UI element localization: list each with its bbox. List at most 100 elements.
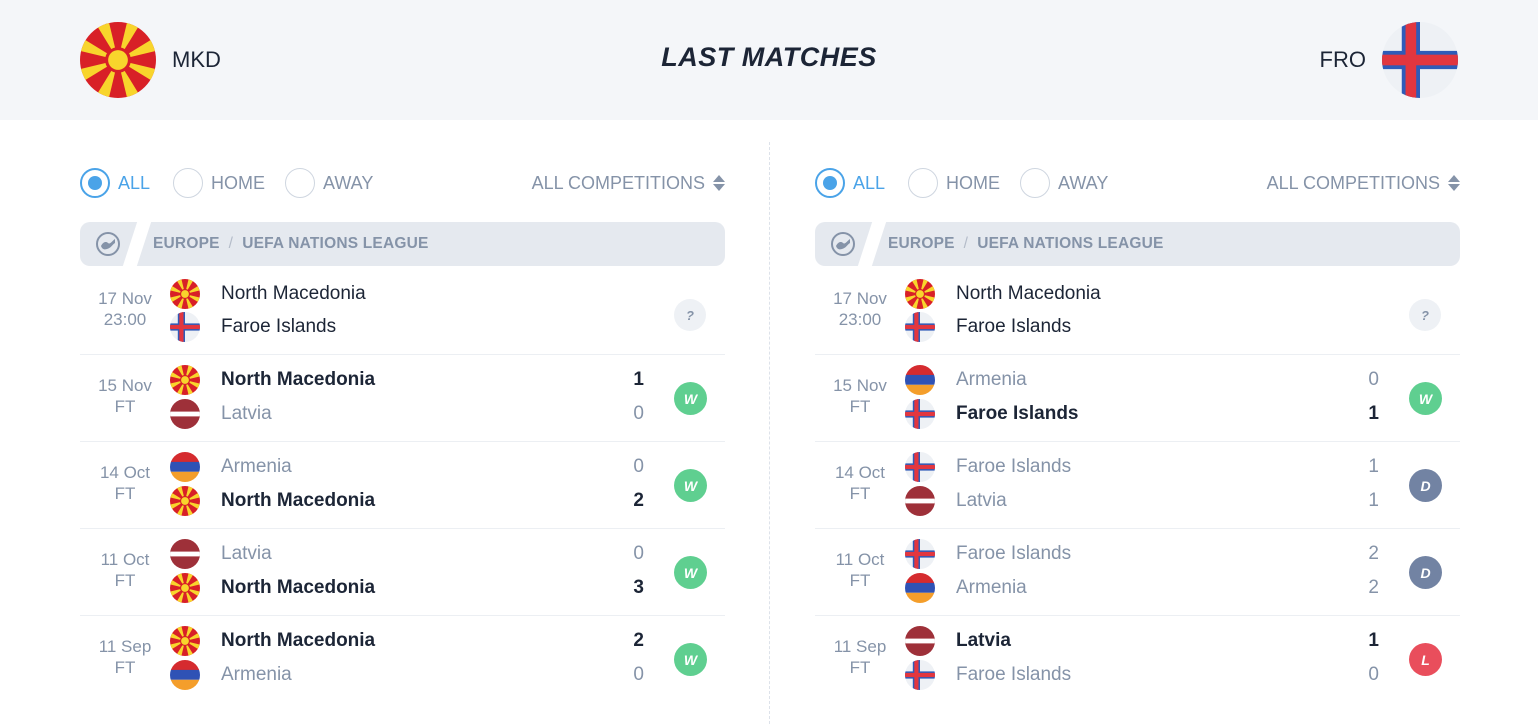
match-row[interactable]: 11 Oct FT Faroe Islands Armenia 2 2 D bbox=[815, 529, 1460, 616]
team-name: Armenia bbox=[956, 577, 1027, 598]
filter-home-radio[interactable]: HOME bbox=[908, 167, 1000, 199]
competition-select[interactable]: ALL COMPETITIONS bbox=[532, 167, 725, 199]
faroe-islands-flag-icon bbox=[905, 452, 935, 482]
home-score: 0 bbox=[633, 456, 644, 477]
match-preview-badge[interactable]: ? bbox=[674, 299, 706, 331]
team-name: Faroe Islands bbox=[956, 316, 1072, 337]
faroe-islands-flag-icon bbox=[170, 312, 200, 342]
match-row[interactable]: 11 Sep FT North Macedonia Armenia 2 0 W bbox=[80, 616, 725, 703]
page-title: LAST MATCHES bbox=[661, 42, 877, 72]
league-region[interactable]: EUROPE bbox=[888, 235, 955, 252]
filter-away-radio[interactable]: AWAY bbox=[285, 167, 373, 199]
home-side: Armenia bbox=[170, 451, 292, 483]
filters: ALL HOME AWAY ALL COMPETITIONS bbox=[80, 167, 725, 199]
filter-away-label: AWAY bbox=[1058, 172, 1109, 193]
team-name: North Macedonia bbox=[221, 490, 376, 511]
team-name: Faroe Islands bbox=[956, 403, 1079, 424]
home-side: Latvia bbox=[905, 625, 1011, 657]
team-name: Armenia bbox=[221, 456, 292, 477]
league-breadcrumb: EUROPE / UEFA NATIONS LEAGUE bbox=[888, 235, 1164, 253]
match-row[interactable]: 17 Nov 23:00 North Macedonia Faroe Islan… bbox=[815, 276, 1460, 355]
match-date: 14 Oct FT bbox=[815, 462, 905, 504]
team-name: Faroe Islands bbox=[956, 543, 1072, 564]
result-badge: L bbox=[1409, 643, 1442, 676]
match-date: 11 Oct FT bbox=[80, 549, 170, 591]
home-side: North Macedonia bbox=[170, 625, 375, 657]
match-time: FT bbox=[849, 484, 871, 503]
match-row[interactable]: 15 Nov FT Armenia Faroe Islands 0 1 W bbox=[815, 355, 1460, 442]
faroe-islands-flag-icon bbox=[905, 660, 935, 690]
match-day: 14 Oct bbox=[99, 463, 151, 482]
home-score: 1 bbox=[1368, 456, 1379, 477]
north-macedonia-flag-icon bbox=[170, 486, 200, 516]
match-date: 11 Oct FT bbox=[815, 549, 905, 591]
match-date: 15 Nov FT bbox=[815, 375, 905, 417]
away-side: Faroe Islands bbox=[905, 398, 1079, 430]
away-team-code: FRO bbox=[1319, 47, 1366, 72]
match-date: 11 Sep FT bbox=[80, 636, 170, 678]
match-time: FT bbox=[849, 571, 871, 590]
match-row[interactable]: 11 Oct FT Latvia North Macedonia 0 3 W bbox=[80, 529, 725, 616]
league-header[interactable]: EUROPE / UEFA NATIONS LEAGUE bbox=[80, 222, 725, 266]
away-team[interactable]: FRO bbox=[1320, 22, 1458, 98]
league-header[interactable]: EUROPE / UEFA NATIONS LEAGUE bbox=[815, 222, 1460, 266]
team-name: Latvia bbox=[956, 630, 1011, 651]
match-row[interactable]: 11 Sep FT Latvia Faroe Islands 1 0 L bbox=[815, 616, 1460, 703]
home-side: Faroe Islands bbox=[905, 538, 1071, 570]
match-day: 14 Oct bbox=[834, 463, 886, 482]
competition-select[interactable]: ALL COMPETITIONS bbox=[1267, 167, 1460, 199]
filter-away-radio[interactable]: AWAY bbox=[1020, 167, 1108, 199]
home-side: Armenia bbox=[905, 364, 1027, 396]
breadcrumb-separator: / bbox=[228, 235, 234, 252]
filter-all-radio[interactable]: ALL bbox=[80, 167, 150, 199]
radio-circle[interactable] bbox=[80, 168, 110, 198]
north-macedonia-flag-icon bbox=[80, 22, 156, 98]
team-name: Latvia bbox=[956, 490, 1007, 511]
home-team[interactable]: MKD bbox=[80, 22, 221, 98]
league-name[interactable]: UEFA NATIONS LEAGUE bbox=[242, 235, 429, 252]
radio-circle[interactable] bbox=[815, 168, 845, 198]
match-preview-badge[interactable]: ? bbox=[1409, 299, 1441, 331]
result-badge: W bbox=[674, 643, 707, 676]
match-row[interactable]: 14 Oct FT Faroe Islands Latvia 1 1 D bbox=[815, 442, 1460, 529]
match-day: 17 Nov bbox=[833, 289, 887, 308]
league-name[interactable]: UEFA NATIONS LEAGUE bbox=[977, 235, 1164, 252]
match-row[interactable]: 17 Nov 23:00 North Macedonia Faroe Islan… bbox=[80, 276, 725, 355]
league-region[interactable]: EUROPE bbox=[153, 235, 220, 252]
match-list: 17 Nov 23:00 North Macedonia Faroe Islan… bbox=[80, 276, 725, 703]
away-side: Faroe Islands bbox=[905, 659, 1071, 691]
match-day: 15 Nov bbox=[833, 376, 887, 395]
radio-circle[interactable] bbox=[173, 168, 203, 198]
radio-circle[interactable] bbox=[285, 168, 315, 198]
faroe-islands-flag-icon bbox=[905, 539, 935, 569]
home-side: Latvia bbox=[170, 538, 272, 570]
armenia-flag-icon bbox=[170, 452, 200, 482]
radio-circle[interactable] bbox=[908, 168, 938, 198]
away-side: Latvia bbox=[905, 485, 1007, 517]
match-list: 17 Nov 23:00 North Macedonia Faroe Islan… bbox=[815, 276, 1460, 703]
match-day: 11 Sep bbox=[98, 637, 152, 656]
match-date: 17 Nov 23:00 bbox=[80, 288, 170, 330]
competition-select-label: ALL COMPETITIONS bbox=[1266, 172, 1440, 193]
home-score: 1 bbox=[1368, 630, 1379, 651]
team-name: Armenia bbox=[956, 369, 1027, 390]
filter-all-radio[interactable]: ALL bbox=[815, 167, 885, 199]
match-time: FT bbox=[114, 658, 136, 677]
faroe-islands-flag-icon bbox=[1382, 22, 1458, 98]
match-time: 23:00 bbox=[103, 310, 147, 329]
filter-home-label: HOME bbox=[946, 172, 1000, 193]
latvia-flag-icon bbox=[170, 539, 200, 569]
home-score: 1 bbox=[633, 369, 644, 390]
match-time: FT bbox=[114, 397, 136, 416]
match-row[interactable]: 15 Nov FT North Macedonia Latvia 1 0 W bbox=[80, 355, 725, 442]
filter-all-label: ALL bbox=[118, 172, 151, 193]
match-row[interactable]: 14 Oct FT Armenia North Macedonia 0 2 W bbox=[80, 442, 725, 529]
home-score: 2 bbox=[633, 630, 644, 651]
globe-icon bbox=[80, 222, 136, 266]
radio-circle[interactable] bbox=[1020, 168, 1050, 198]
armenia-flag-icon bbox=[905, 365, 935, 395]
away-score: 0 bbox=[633, 664, 644, 685]
filter-home-radio[interactable]: HOME bbox=[173, 167, 265, 199]
match-day: 11 Sep bbox=[833, 637, 887, 656]
north-macedonia-flag-icon bbox=[170, 279, 200, 309]
